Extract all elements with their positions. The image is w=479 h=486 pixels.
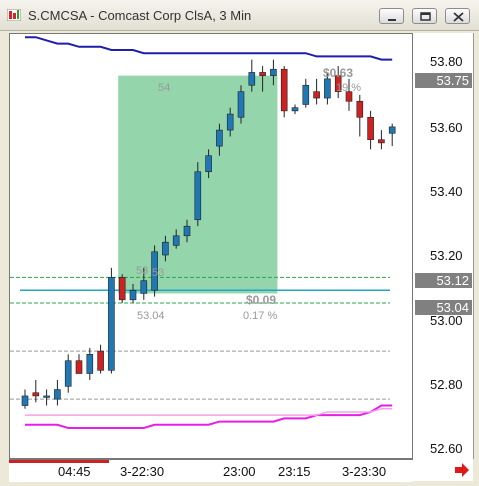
hline-price-tag-lower: 53.04: [415, 300, 472, 315]
minimize-button[interactable]: [379, 8, 404, 24]
time-axis[interactable]: [9, 459, 413, 482]
session-bar: [9, 460, 109, 463]
candle-body-13: [162, 241, 169, 256]
hline-price-tag-upper: 53.12: [415, 273, 472, 288]
candle-body-24: [280, 68, 288, 112]
lower-band-light-line: [25, 408, 393, 416]
candle-body-8: [108, 277, 115, 371]
y-tick-53-20: 53.20: [430, 248, 463, 263]
restore-button[interactable]: [412, 8, 437, 24]
candle-body-29: [334, 75, 342, 92]
candle-body-26: [302, 84, 310, 105]
candle-body-4: [64, 360, 72, 387]
measure-box-left-label-b: 53: [152, 267, 165, 279]
candle-body-17: [205, 155, 212, 173]
change-top-label: $0.63: [323, 66, 354, 80]
candle-body-33: [378, 139, 385, 144]
title-bar[interactable]: S.CMCSA - Comcast Corp ClsA, 3 Min: [0, 0, 479, 31]
scroll-right-arrow-icon[interactable]: [452, 461, 472, 479]
candle-body-9: [118, 277, 126, 301]
candle-body-31: [356, 100, 364, 118]
candle-body-11: [140, 280, 148, 294]
candle-body-7: [97, 350, 104, 371]
candle-body-32: [367, 116, 374, 140]
price-axis[interactable]: [413, 33, 474, 459]
upper-band-line: [25, 36, 393, 61]
close-icon: [453, 12, 464, 22]
candle-body-3: [54, 389, 61, 400]
y-tick-53-40: 53.40: [430, 184, 463, 199]
chart-canvas[interactable]: [10, 34, 414, 460]
candle-body-30: [345, 91, 353, 102]
candle-body-16: [194, 171, 202, 221]
candle-body-34: [388, 126, 396, 134]
y-tick-53-00: 53.00: [430, 313, 463, 328]
x-tick-23-15: 23:15: [278, 464, 311, 479]
candle-body-10: [129, 289, 137, 301]
y-tick-52-60: 52.60: [430, 441, 463, 456]
measure-box-left-label-a: 53: [136, 265, 149, 277]
candle-body-5: [75, 360, 83, 374]
restore-icon: [420, 12, 431, 21]
close-button[interactable]: [445, 8, 470, 24]
change-mid-label: $0.09: [246, 293, 277, 307]
pct-top-label: 19 %: [336, 82, 362, 94]
chart-plot-area[interactable]: 54 53 53 53.04 $0.63 19 % $0.09 0.17 %: [9, 33, 413, 459]
candle-body-12: [151, 251, 158, 291]
candle-body-28: [324, 78, 331, 99]
candle-body-19: [226, 113, 234, 131]
minimize-icon: [388, 19, 396, 21]
x-tick-23-00: 23:00: [223, 464, 256, 479]
candle-body-20: [237, 91, 245, 118]
candle-body-27: [313, 91, 320, 99]
candle-body-0: [21, 395, 29, 406]
candle-body-1: [32, 392, 40, 397]
candle-body-22: [259, 72, 266, 76]
candle-body-2: [43, 395, 50, 398]
app-icon: [7, 9, 21, 21]
x-tick-23-30: 3-23:30: [342, 464, 387, 479]
lower-band-line: [25, 404, 393, 429]
last-price-tag: 53.75: [415, 73, 472, 88]
candle-body-21: [248, 72, 256, 86]
candle-body-23: [270, 68, 277, 76]
window-title: S.CMCSA - Comcast Corp ClsA, 3 Min: [28, 8, 252, 23]
candle-body-18: [216, 129, 223, 147]
candle-body-15: [183, 225, 191, 237]
measure-low-label: 53.04: [137, 310, 165, 322]
candle-body-6: [86, 354, 94, 374]
axis-corner: [413, 459, 473, 481]
measure-box-top-label: 54: [158, 82, 171, 94]
candle-body-14: [172, 235, 180, 246]
y-tick-52-80: 52.80: [430, 377, 463, 392]
y-tick-53-80: 53.80: [430, 54, 463, 69]
pct-mid-label: 0.17 %: [243, 310, 278, 322]
candle-body-25: [291, 107, 299, 112]
y-tick-53-60: 53.60: [430, 120, 463, 135]
x-tick-22-30: 3-22:30: [120, 464, 165, 479]
x-tick-0445: 04:45: [58, 464, 91, 479]
